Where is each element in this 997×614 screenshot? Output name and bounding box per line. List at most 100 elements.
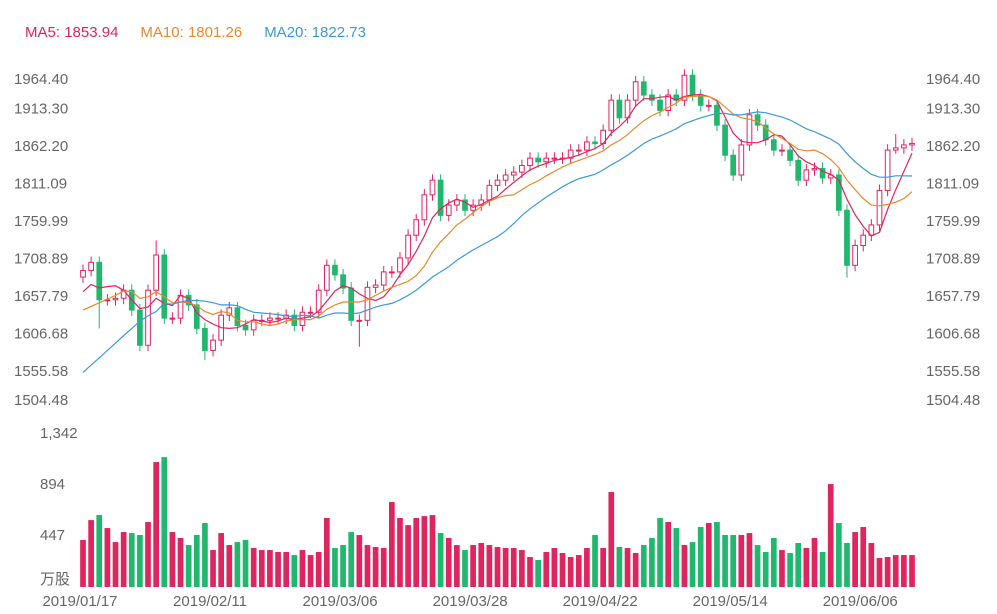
volume-bar xyxy=(372,546,379,587)
volume-bar xyxy=(364,545,371,587)
candle-body xyxy=(356,319,363,322)
candle-body xyxy=(852,244,858,266)
volume-bar xyxy=(80,540,86,587)
volume-bar xyxy=(258,550,265,587)
volume-bar xyxy=(616,546,623,587)
volume-bar xyxy=(600,548,607,587)
volume-bar xyxy=(413,518,420,587)
volume-bar xyxy=(657,518,663,587)
candle-body xyxy=(519,164,525,173)
candle-body xyxy=(681,74,688,101)
candle-body xyxy=(145,289,151,346)
volume-bar xyxy=(697,527,704,587)
volume-bar xyxy=(519,550,525,587)
volume-bar xyxy=(104,528,111,587)
legend-name: MA20 xyxy=(264,24,312,41)
volume-tick-label: 894 xyxy=(40,476,65,493)
volume-bar xyxy=(665,522,672,587)
volume-bar xyxy=(242,540,249,587)
candle-body xyxy=(429,179,436,196)
candle-body xyxy=(315,289,322,313)
volume-bar xyxy=(868,542,875,587)
volume-bar xyxy=(283,551,290,587)
y-tick-label: 1811.09 xyxy=(14,175,67,192)
y-tick-label: 1913.30 xyxy=(14,100,68,117)
candle-body xyxy=(234,307,241,326)
volume-bar xyxy=(202,523,208,587)
x-tick-label: 2019/03/28 xyxy=(433,593,508,610)
candle-body xyxy=(632,81,639,101)
candle-body xyxy=(819,167,826,179)
volume-bar xyxy=(486,545,493,587)
candle-body xyxy=(592,141,598,144)
volume-bar xyxy=(567,557,574,587)
volume-bar xyxy=(454,545,460,587)
candle-body xyxy=(267,317,273,321)
volume-bar xyxy=(722,535,728,587)
volume-bar xyxy=(96,515,103,587)
volume-bar xyxy=(640,545,647,587)
candle-body xyxy=(502,174,509,181)
volume-bar xyxy=(705,523,712,587)
y2-tick-label: 1606.68 xyxy=(926,325,980,342)
volume-bar xyxy=(250,548,257,587)
candle-body xyxy=(242,324,249,331)
volume-bar xyxy=(388,502,395,587)
candle-body xyxy=(803,169,810,181)
volume-bar xyxy=(494,546,501,587)
ma-line xyxy=(82,95,913,327)
volume-bar xyxy=(592,535,598,587)
candle-body xyxy=(340,274,346,289)
legend-item: MA101801.26 xyxy=(140,24,242,41)
volume-bar xyxy=(137,535,143,587)
candle-body xyxy=(697,94,704,106)
volume-bar xyxy=(193,535,200,587)
y2-tick-label: 1708.89 xyxy=(926,250,980,267)
volume-bar xyxy=(185,545,192,587)
x-tick-label: 2019/01/17 xyxy=(42,593,117,610)
y2-tick-label: 1555.58 xyxy=(926,363,980,380)
candle-body xyxy=(640,81,647,96)
candle-body xyxy=(153,254,159,291)
candle-body xyxy=(380,271,387,286)
volume-bar xyxy=(852,532,858,587)
candle-body xyxy=(454,199,460,206)
volume-bar xyxy=(210,550,216,587)
candle-body xyxy=(388,271,395,274)
legend: MA51853.94 MA101801.26 MA201822.73 xyxy=(25,24,366,41)
volume-bar xyxy=(218,533,225,587)
x-tick-label: 2019/05/14 xyxy=(693,593,768,610)
volume-bar xyxy=(795,542,802,587)
candle-body xyxy=(437,179,444,216)
candle-body xyxy=(551,157,558,160)
candle-body xyxy=(543,157,550,163)
candle-body xyxy=(462,199,468,211)
candle-body xyxy=(746,114,753,146)
volume-bar xyxy=(876,558,883,587)
x-tick-label: 2019/06/06 xyxy=(823,593,898,610)
volume-tick-label: 447 xyxy=(40,527,65,544)
volume-bar xyxy=(145,522,151,587)
candle-body xyxy=(137,309,143,346)
y-tick-label: 1862.20 xyxy=(14,138,68,155)
volume-bar xyxy=(445,537,452,587)
volume-bar xyxy=(909,555,915,587)
volume-bar xyxy=(787,553,793,587)
volume-bar xyxy=(112,542,119,587)
candle-body xyxy=(909,142,915,146)
volume-bar xyxy=(632,553,639,587)
candle-body xyxy=(665,94,672,111)
volume-bar xyxy=(527,557,533,587)
volume-bar xyxy=(892,555,899,587)
x-tick-label: 2019/03/06 xyxy=(303,593,378,610)
y-tick-label: 1759.99 xyxy=(14,213,68,230)
candle-body xyxy=(421,194,428,221)
volume-bar xyxy=(348,532,355,587)
candle-body xyxy=(112,297,119,301)
volume-bar xyxy=(470,545,476,587)
volume-bar xyxy=(478,542,485,587)
y2-tick-label: 1759.99 xyxy=(926,213,980,230)
candle-body xyxy=(787,149,793,161)
candle-body xyxy=(535,157,541,163)
